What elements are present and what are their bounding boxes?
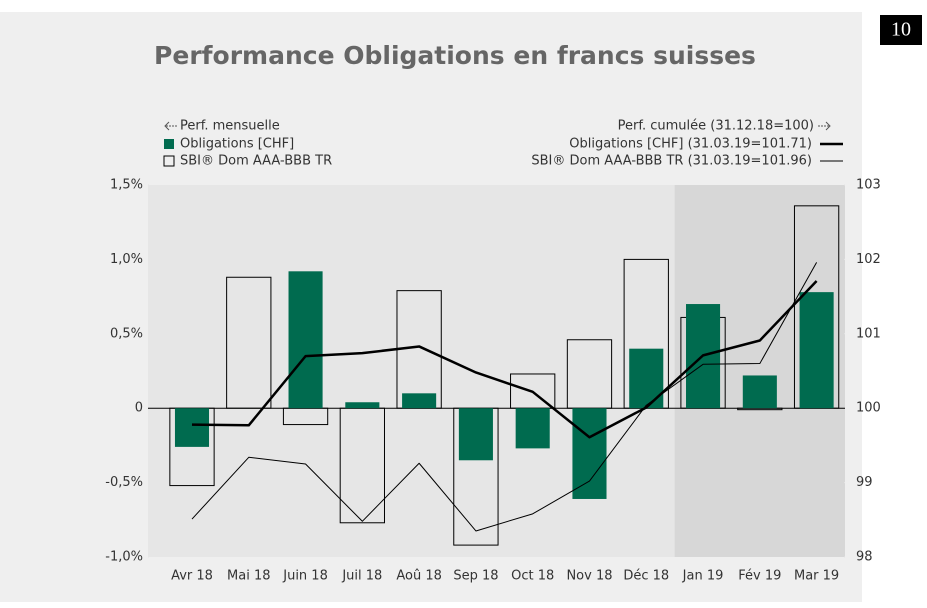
legend-swatch (163, 155, 175, 167)
y-tick-label: 1,5% (110, 178, 143, 193)
bar (793, 205, 840, 409)
y2-tick-label: 102 (856, 252, 881, 267)
x-tick-label: Fév 19 (738, 569, 781, 584)
y2-tick-label: 101 (856, 326, 881, 341)
x-tick-label: Aoû 18 (396, 569, 442, 584)
x-tick-label: Jan 19 (682, 569, 724, 584)
bar (288, 271, 323, 409)
arrow-right (818, 121, 831, 131)
bar (742, 375, 777, 409)
x-tick-label: Juin 18 (282, 569, 328, 584)
legend-left-title: Perf. mensuelle (180, 119, 280, 134)
bar (799, 292, 834, 409)
x-tick-label: Nov 18 (566, 569, 612, 584)
bar (572, 408, 607, 499)
y-tick-label: 0,5% (110, 326, 143, 341)
x-tick-label: Mai 18 (227, 569, 270, 584)
bar (174, 408, 210, 447)
page-number: 10 (891, 19, 911, 41)
bar (737, 407, 783, 411)
y2-tick-label: 99 (856, 475, 873, 490)
y2-tick-label: 103 (856, 178, 881, 193)
legend-label: Obligations [CHF] (31.03.19=101.71) (569, 137, 812, 152)
y-tick-label: 1,0% (110, 252, 143, 267)
bar (402, 393, 437, 409)
y-tick-label: -0,5% (105, 475, 143, 490)
x-tick-label: Déc 18 (623, 569, 669, 584)
y-tick-label: 0 (135, 401, 143, 416)
x-tick-label: Sep 18 (453, 569, 498, 584)
y2-tick-label: 98 (856, 550, 873, 565)
chart-title: Performance Obligations en francs suisse… (154, 41, 756, 70)
bar (458, 408, 493, 461)
legend-right-title: Perf. cumulée (31.12.18=100) (618, 119, 814, 134)
bar (629, 348, 664, 409)
y2-tick-label: 100 (856, 401, 881, 416)
x-tick-label: Juil 18 (341, 569, 382, 584)
x-tick-label: Oct 18 (511, 569, 554, 584)
line (191, 280, 818, 439)
legend-label: SBI® Dom AAA-BBB TR (180, 154, 332, 169)
line (191, 262, 818, 532)
page-number-box (880, 15, 922, 45)
legend-swatch (164, 139, 174, 149)
x-tick-label: Mar 19 (794, 569, 839, 584)
bar (345, 402, 380, 409)
legend-label: Obligations [CHF] (180, 137, 294, 152)
bar (282, 407, 329, 426)
y-tick-label: -1,0% (105, 550, 143, 565)
legend-label: SBI® Dom AAA-BBB TR (31.03.19=101.96) (531, 154, 812, 169)
x-tick-label: Avr 18 (171, 569, 213, 584)
bar (339, 407, 385, 524)
arrow-left (164, 121, 177, 131)
bar (515, 408, 550, 449)
